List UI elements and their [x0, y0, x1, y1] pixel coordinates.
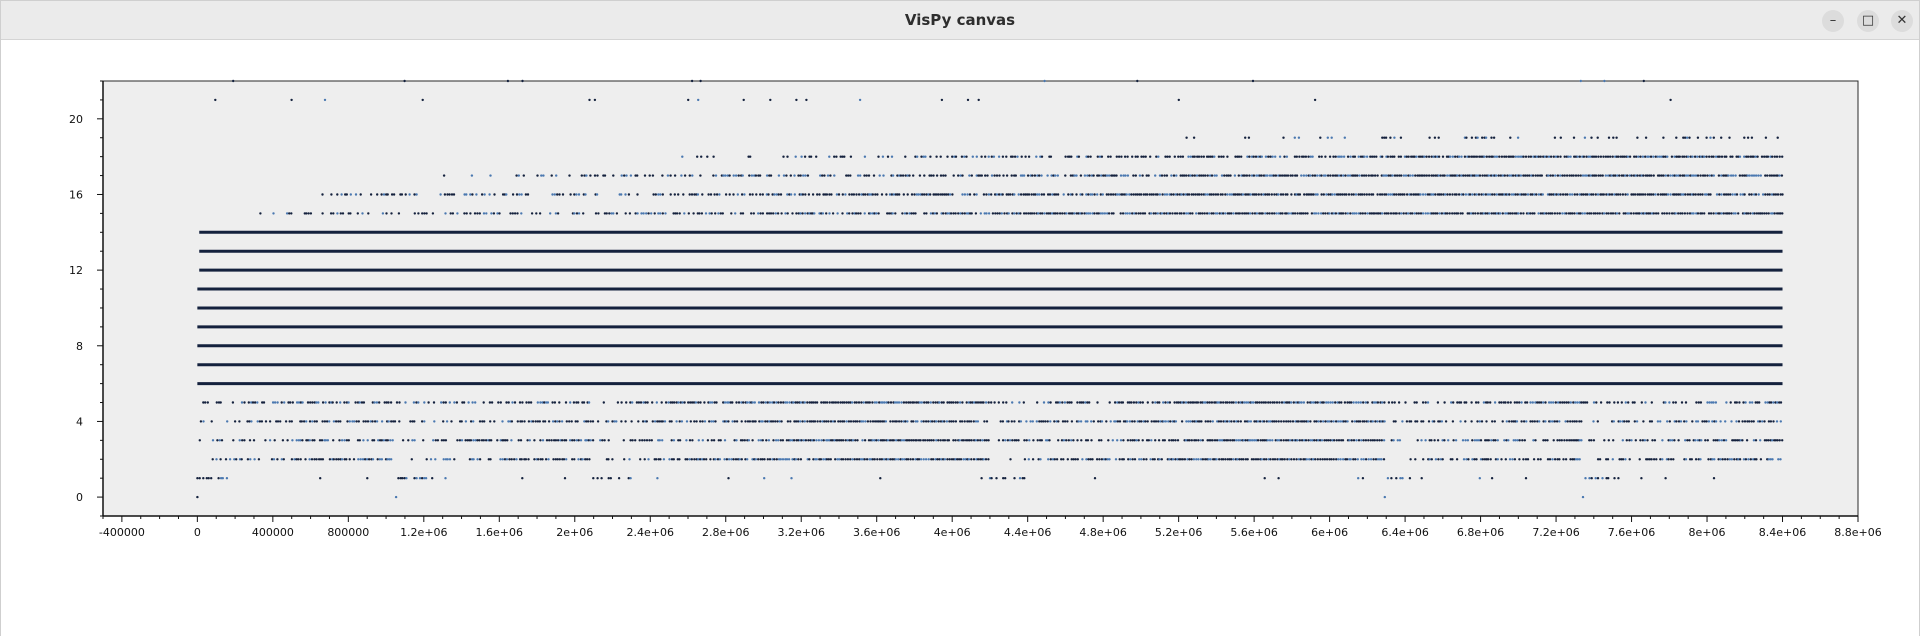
scatter-row-19 [1185, 136, 1779, 139]
x-tick-label: 6.4e+06 [1381, 526, 1428, 539]
scatter-row-22 [232, 79, 1646, 83]
x-tick-label: -400000 [99, 526, 145, 539]
scatter-row-21 [214, 98, 1672, 102]
y-tick-label: 8 [76, 340, 83, 353]
window-title: VisPy canvas [904, 11, 1016, 29]
x-tick-label: 4e+06 [934, 526, 971, 539]
scatter-row-4 [199, 420, 1783, 423]
y-tick-label: 16 [69, 188, 83, 201]
x-tick-label: 7.2e+06 [1532, 526, 1579, 539]
scatter-row-17 [442, 174, 1784, 177]
x-tick-label: 3.2e+06 [777, 526, 824, 539]
x-tick-label: 6.8e+06 [1457, 526, 1504, 539]
plot-area [102, 80, 1859, 517]
x-tick-label: 5.2e+06 [1155, 526, 1202, 539]
x-tick-label: 8.4e+06 [1759, 526, 1806, 539]
x-tick-label: 8e+06 [1689, 526, 1726, 539]
x-tick-label: 0 [194, 526, 201, 539]
x-tick-label: 4.8e+06 [1079, 526, 1126, 539]
x-tick-label: 1.2e+06 [400, 526, 447, 539]
y-tick-label: 20 [69, 113, 83, 126]
x-tick-label: 6e+06 [1311, 526, 1348, 539]
scatter-points [196, 79, 1784, 499]
x-tick-label: 400000 [252, 526, 294, 539]
x-tick-label: 800000 [327, 526, 369, 539]
x-tick-label: 1.6e+06 [476, 526, 523, 539]
close-icon[interactable]: ✕ [1891, 10, 1913, 32]
y-tick-label: 12 [69, 264, 83, 277]
scatter-row-1 [196, 477, 1716, 480]
y-axis: 0 4 8 12 16 20 [69, 80, 104, 517]
x-tick-label: 3.6e+06 [853, 526, 900, 539]
y-tick-label: 0 [76, 491, 83, 504]
scatter-row-3 [198, 439, 1784, 442]
scatter-row-15 [259, 212, 1784, 215]
scatter-plot[interactable]: 0 4 8 12 16 20 -400000 0 400000 800000 1.2e+06 1.6… [1, 40, 1919, 636]
x-tick-label: 2.4e+06 [627, 526, 674, 539]
x-tick-label: 8.8e+06 [1834, 526, 1881, 539]
x-tick-label: 4.4e+06 [1004, 526, 1051, 539]
x-tick-label: 7.6e+06 [1608, 526, 1655, 539]
maximize-icon[interactable]: □ [1857, 10, 1879, 32]
title-bar[interactable]: VisPy canvas – □ ✕ [1, 1, 1919, 40]
x-tick-label: 5.6e+06 [1230, 526, 1277, 539]
scatter-row-0 [196, 495, 1585, 499]
vispy-canvas[interactable]: 0 4 8 12 16 20 -400000 0 400000 800000 1.2e+06 1.6… [1, 40, 1919, 636]
minimize-icon[interactable]: – [1822, 10, 1844, 32]
scatter-row-16 [321, 193, 1784, 196]
scatter-row-18 [681, 155, 1784, 158]
x-tick-label: 2.8e+06 [702, 526, 749, 539]
x-axis: -400000 0 400000 800000 1.2e+06 1.6e+06 2e+06 2… [99, 515, 1882, 539]
scatter-row-2 [211, 458, 1782, 461]
scatter-row-5 [202, 401, 1783, 404]
y-tick-label: 4 [76, 415, 83, 428]
x-tick-label: 2e+06 [556, 526, 593, 539]
